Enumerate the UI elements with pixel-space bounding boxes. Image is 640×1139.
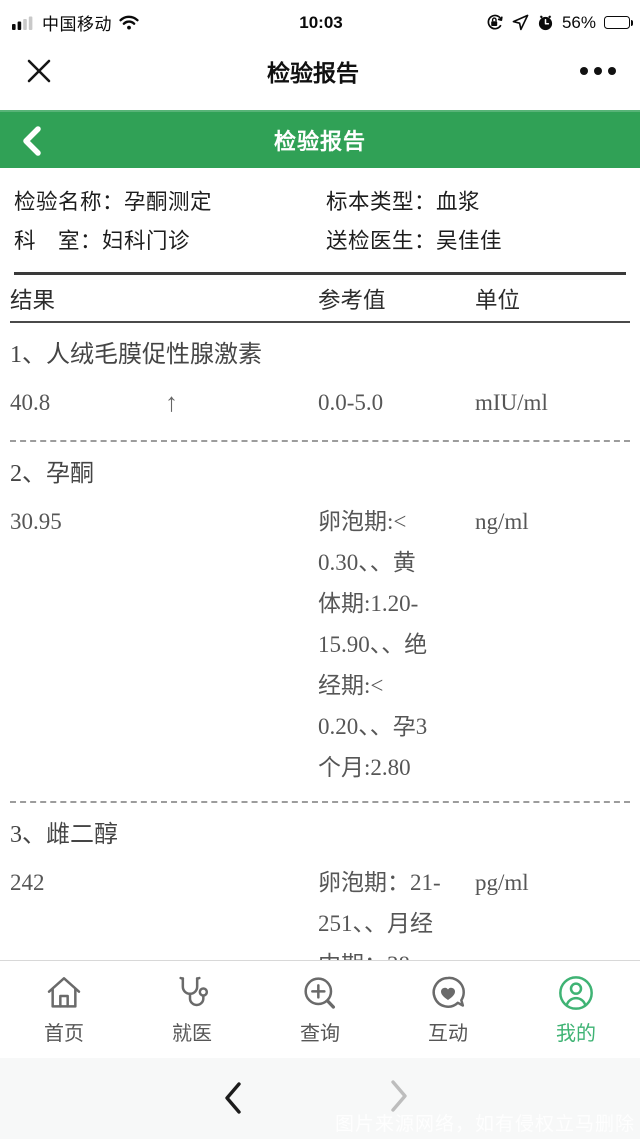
status-bar: 中国移动 10:03 56% xyxy=(0,0,640,40)
test-item-name: 1、人绒毛膜促性腺激素 xyxy=(10,341,262,368)
tab-label: 我的 xyxy=(556,1023,596,1046)
divider-header xyxy=(10,320,630,323)
test-item-name: 3、雌二醇 xyxy=(10,821,118,848)
column-header-reference: 参考值 xyxy=(318,287,386,313)
result-value: 30.95 xyxy=(10,508,62,534)
tab-label: 首页 xyxy=(44,1023,84,1046)
unit-value: ng/ml xyxy=(475,508,529,534)
divider-thick xyxy=(14,271,626,275)
table-row: 1、人绒毛膜促性腺激素 40.8 ↑ 0.0-5.0 mIU/ml xyxy=(0,339,640,428)
table-row: 3、雌二醇 242 卵泡期：21- 251、、月经 中期：38 pg/ml xyxy=(0,819,640,961)
tab-label: 互动 xyxy=(428,1023,468,1046)
test-item-name: 2、孕酮 xyxy=(10,460,94,487)
info-department: 科 室：妇科门诊 xyxy=(14,228,191,253)
tab-mine[interactable]: 我的 xyxy=(512,961,640,1058)
search-plus-icon xyxy=(304,977,335,1009)
column-header-result: 结果 xyxy=(10,287,56,313)
column-header-unit: 单位 xyxy=(475,287,521,313)
tab-bar: 首页 就医 查询 互动 xyxy=(0,960,640,1059)
battery-percent-label: 56% xyxy=(561,12,596,32)
chat-heart-icon xyxy=(432,976,465,1009)
tab-label: 就医 xyxy=(172,1023,212,1046)
unit-value: pg/ml xyxy=(475,869,529,895)
stethoscope-icon xyxy=(179,976,209,1007)
battery-icon xyxy=(604,16,633,30)
browser-back-icon[interactable] xyxy=(220,1080,246,1116)
browser-bottom-bar: 图片来源网络，如有侵权立马删除 xyxy=(0,1058,640,1139)
carrier-label: 中国移动 xyxy=(42,15,112,35)
back-chevron-icon[interactable] xyxy=(20,125,44,157)
reference-range: 卵泡期：21- 251、、月经 中期：38 xyxy=(318,869,441,961)
table-header: 结果 参考值 单位 xyxy=(0,275,640,321)
browser-forward-icon[interactable] xyxy=(386,1078,412,1114)
divider-dashed xyxy=(10,439,630,442)
reference-range: 0.0-5.0 xyxy=(318,389,384,415)
page-title: 检验报告 xyxy=(267,59,359,86)
info-doctor: 送检医生：吴佳佳 xyxy=(326,228,503,253)
more-options-icon[interactable] xyxy=(572,66,616,75)
report-header-bar: 检验报告 xyxy=(0,109,640,168)
profile-icon xyxy=(559,976,593,1011)
wifi-icon xyxy=(119,16,139,30)
tab-medical[interactable]: 就医 xyxy=(128,961,256,1058)
signal-strength-icon xyxy=(12,16,33,31)
reference-range: 卵泡期:< 0.30、、黄 体期:1.20- 15.90、、绝 经期:< 0.2… xyxy=(318,508,428,780)
tab-label: 查询 xyxy=(300,1023,340,1046)
home-icon xyxy=(47,977,81,1008)
spacer xyxy=(0,101,640,110)
divider-dashed xyxy=(10,800,630,803)
tab-home[interactable]: 首页 xyxy=(0,961,128,1058)
close-icon[interactable] xyxy=(24,56,54,86)
watermark-text: 图片来源网络，如有侵权立马删除 xyxy=(334,1114,635,1135)
table-row: 2、孕酮 30.95 卵泡期:< 0.30、、黄 体期:1.20- 15.90、… xyxy=(0,458,640,789)
clock-label: 10:03 xyxy=(299,12,343,32)
result-value: 242 xyxy=(10,869,45,895)
report-title: 检验报告 xyxy=(273,128,366,154)
unit-value: mIU/ml xyxy=(475,389,548,415)
alarm-clock-icon xyxy=(538,15,553,31)
location-arrow-icon xyxy=(512,15,529,31)
result-value: 40.8 xyxy=(10,389,51,415)
info-test-name: 检验名称：孕酮测定 xyxy=(14,189,213,214)
abnormal-flag-up-arrow: ↑ xyxy=(165,387,178,417)
tab-query[interactable]: 查询 xyxy=(256,961,384,1058)
rotation-lock-icon xyxy=(487,15,503,30)
tab-interact[interactable]: 互动 xyxy=(384,961,512,1058)
info-sample-type: 标本类型：血浆 xyxy=(326,189,481,214)
nav-bar: 检验报告 xyxy=(0,40,640,102)
report-info: 检验名称：孕酮测定 标本类型：血浆 科 室：妇科门诊 送检医生：吴佳佳 xyxy=(0,168,640,269)
report-content: 检验名称：孕酮测定 标本类型：血浆 科 室：妇科门诊 送检医生：吴佳佳 结果 参… xyxy=(0,167,640,961)
